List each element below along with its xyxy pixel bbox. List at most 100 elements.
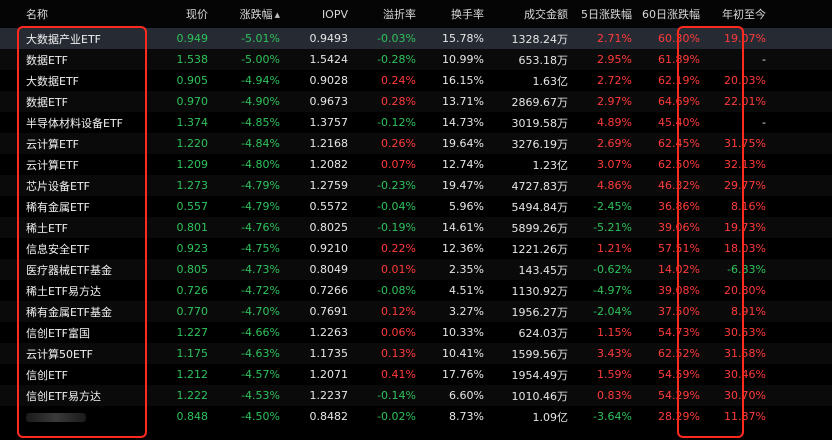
cell-60d-change: 64.69% xyxy=(658,95,700,108)
table-row[interactable]: 芯片设备ETF 1.273 -4.79% 1.2759 -0.23% 19.47% 4727… xyxy=(0,175,832,196)
cell-iopv: 1.2759 xyxy=(309,179,349,192)
header-5d-change[interactable]: 5日涨跌幅 xyxy=(581,8,632,21)
cell-name: 稀有金属ETF基金 xyxy=(26,305,112,319)
table-row[interactable]: 稀有金属ETF基金 0.770 -4.70% 0.7691 0.12% 3.27% 1956… xyxy=(0,301,832,322)
cell-60d-change: 57.51% xyxy=(658,242,700,255)
table-row[interactable]: 云计算ETF 1.220 -4.84% 1.2168 0.26% 19.64% 3276.1… xyxy=(0,133,832,154)
cell-ytd: 20.80% xyxy=(724,284,766,297)
cell-ytd: 22.01% xyxy=(724,95,766,108)
cell-change: -4.85% xyxy=(241,116,280,129)
cell-5d-change: -2.45% xyxy=(593,200,632,213)
table-row[interactable]: 信创ETF易方达 1.222 -4.53% 1.2237 -0.14% 6.60% 1010… xyxy=(0,385,832,406)
cell-60d-change: 61.89% xyxy=(658,53,700,66)
table-row[interactable]: 0.848 -4.50% 0.8482 -0.02% 8.73% 1.09亿 -3.64% 2… xyxy=(0,406,832,427)
cell-name: 芯片设备ETF xyxy=(26,179,90,193)
cell-5d-change: 2.69% xyxy=(597,137,632,150)
cell-price: 0.970 xyxy=(176,95,209,108)
table-row[interactable]: 大数据产业ETF 0.949 -5.01% 0.9493 -0.03% 15.78% 132… xyxy=(0,28,832,49)
cell-amount: 1221.26万 xyxy=(511,242,569,256)
cell-price: 1.222 xyxy=(176,389,209,402)
cell-premium: 0.12% xyxy=(381,305,416,318)
cell-price: 0.805 xyxy=(176,263,209,276)
cell-turnover: 17.76% xyxy=(442,368,484,381)
cell-change: -4.79% xyxy=(241,200,280,213)
cell-price: 0.949 xyxy=(176,32,209,45)
cell-change: -4.94% xyxy=(241,74,280,87)
cell-60d-change: 14.02% xyxy=(658,263,700,276)
cell-5d-change: 4.86% xyxy=(597,179,632,192)
table-row[interactable]: 云计算ETF 1.209 -4.80% 1.2082 0.07% 12.74% 1.23亿 3… xyxy=(0,154,832,175)
cell-60d-change: 60.30% xyxy=(658,32,700,45)
cell-iopv: 0.8482 xyxy=(309,410,349,423)
cell-5d-change: 1.59% xyxy=(597,368,632,381)
cell-name: 半导体材料设备ETF xyxy=(26,116,123,130)
cell-60d-change: 28.29% xyxy=(658,410,700,423)
table-row[interactable]: 大数据ETF 0.905 -4.94% 0.9028 0.24% 16.15% 1.63亿 2… xyxy=(0,70,832,91)
table-row[interactable]: 医疗器械ETF基金 0.805 -4.73% 0.8049 0.01% 2.35% 143.… xyxy=(0,259,832,280)
header-60d-change[interactable]: 60日涨跌幅 xyxy=(642,8,700,21)
cell-change: -4.90% xyxy=(241,95,280,108)
cell-premium: -0.03% xyxy=(377,32,416,45)
cell-turnover: 12.36% xyxy=(442,242,484,255)
header-amount[interactable]: 成交金额 xyxy=(524,8,568,21)
cell-name: 稀土ETF xyxy=(26,221,68,235)
cell-5d-change: 2.72% xyxy=(597,74,632,87)
cell-iopv: 1.2071 xyxy=(309,368,349,381)
cell-turnover: 3.27% xyxy=(449,305,484,318)
header-iopv[interactable]: IOPV xyxy=(321,7,348,21)
cell-amount: 5494.84万 xyxy=(511,200,569,214)
cell-name: 稀有金属ETF xyxy=(26,200,90,214)
table-row[interactable]: 稀土ETF 0.801 -4.76% 0.8025 -0.19% 14.61% 5899.2… xyxy=(0,217,832,238)
table-row[interactable]: 云计算50ETF 1.175 -4.63% 1.1735 0.13% 10.41% 1599… xyxy=(0,343,832,364)
header-premium[interactable]: 溢折率 xyxy=(383,8,416,21)
cell-ytd: 11.87% xyxy=(724,410,766,423)
table-row[interactable]: 数据ETF 0.970 -4.90% 0.9673 0.28% 13.71% 2869.67… xyxy=(0,91,832,112)
cell-price: 1.175 xyxy=(176,347,209,360)
table-row[interactable]: 半导体材料设备ETF 1.374 -4.85% 1.3757 -0.12% 14.73% 3… xyxy=(0,112,832,133)
cell-name: 数据ETF xyxy=(26,95,68,109)
cell-iopv: 0.7691 xyxy=(309,305,349,318)
cell-ytd: 8.91% xyxy=(731,305,766,318)
table-row[interactable]: 信创ETF 1.212 -4.57% 1.2071 0.41% 17.76% 1954.49… xyxy=(0,364,832,385)
header-name[interactable]: 名称 xyxy=(26,8,48,21)
cell-price: 0.905 xyxy=(176,74,209,87)
table-row[interactable]: 信创ETF富国 1.227 -4.66% 1.2263 0.06% 10.33% 624.0… xyxy=(0,322,832,343)
cell-turnover: 16.15% xyxy=(442,74,484,87)
cell-change: -4.79% xyxy=(241,179,280,192)
cell-ytd: 31.75% xyxy=(724,137,766,150)
cell-name: 信创ETF易方达 xyxy=(26,389,101,403)
cell-iopv: 1.3757 xyxy=(309,116,349,129)
cell-premium: 0.06% xyxy=(381,326,416,339)
header-change[interactable]: 涨跌幅 ▲ xyxy=(208,6,280,22)
cell-5d-change: -3.64% xyxy=(593,410,632,423)
cell-5d-change: 1.21% xyxy=(597,242,632,255)
cell-name: 大数据ETF xyxy=(26,74,79,88)
cell-iopv: 0.7266 xyxy=(309,284,349,297)
table-row[interactable]: 信息安全ETF 0.923 -4.75% 0.9210 0.22% 12.36% 1221.… xyxy=(0,238,832,259)
cell-change: -4.70% xyxy=(241,305,280,318)
cell-60d-change: 54.59% xyxy=(658,368,700,381)
header-price[interactable]: 现价 xyxy=(186,8,208,21)
cell-5d-change: 2.97% xyxy=(597,95,632,108)
header-turnover[interactable]: 换手率 xyxy=(451,8,484,21)
cell-iopv: 1.2082 xyxy=(309,158,349,171)
cell-60d-change: 39.06% xyxy=(658,221,700,234)
cell-premium: 0.22% xyxy=(381,242,416,255)
table-row[interactable]: 稀有金属ETF 0.557 -4.79% 0.5572 -0.04% 5.96% 5494.… xyxy=(0,196,832,217)
cell-price: 1.212 xyxy=(176,368,209,381)
table-row[interactable]: 稀土ETF易方达 0.726 -4.72% 0.7266 -0.08% 4.51% 1130… xyxy=(0,280,832,301)
cell-iopv: 0.5572 xyxy=(309,200,349,213)
cell-change: -4.84% xyxy=(241,137,280,150)
table-row[interactable]: 数据ETF 1.538 -5.00% 1.5424 -0.28% 10.99% 653.18… xyxy=(0,49,832,70)
cell-turnover: 4.51% xyxy=(449,284,484,297)
cell-5d-change: 2.95% xyxy=(597,53,632,66)
cell-60d-change: 62.50% xyxy=(658,158,700,171)
cell-ytd: 30.46% xyxy=(724,368,766,381)
cell-amount: 5899.26万 xyxy=(511,221,569,235)
cell-price: 1.209 xyxy=(176,158,209,171)
cell-name: 信创ETF xyxy=(26,368,68,382)
cell-change: -4.73% xyxy=(241,263,280,276)
cell-ytd: - xyxy=(762,53,766,66)
cell-price: 0.923 xyxy=(176,242,209,255)
header-ytd[interactable]: 年初至今 xyxy=(722,8,766,21)
